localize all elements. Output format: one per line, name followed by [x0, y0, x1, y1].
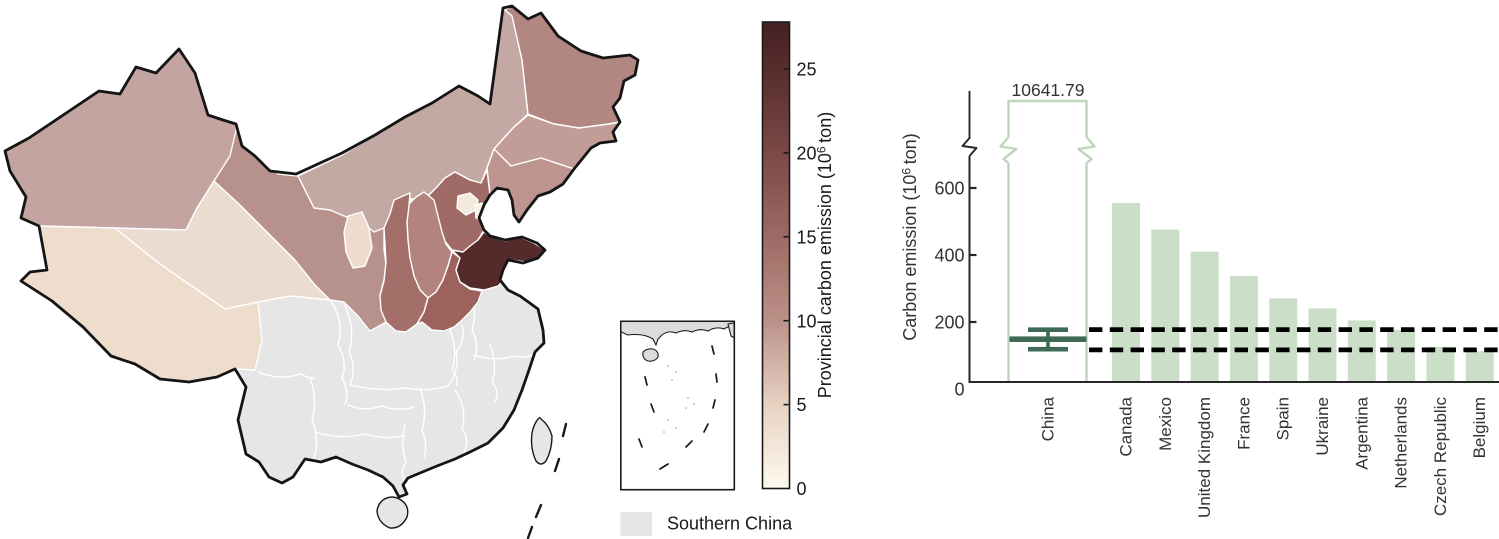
svg-text:China: China — [1039, 396, 1058, 441]
svg-text:10641.79: 10641.79 — [1012, 80, 1085, 100]
svg-text:0: 0 — [797, 479, 807, 499]
svg-text:Netherlands: Netherlands — [1392, 397, 1411, 489]
svg-text:10: 10 — [797, 311, 817, 331]
svg-text:Southern China: Southern China — [667, 514, 793, 534]
svg-text:France: France — [1234, 397, 1253, 450]
svg-text:20: 20 — [797, 144, 817, 164]
svg-text:200: 200 — [934, 312, 964, 332]
svg-text:Canada: Canada — [1117, 396, 1136, 456]
svg-text:Czech Republic: Czech Republic — [1431, 397, 1450, 517]
svg-text:Argentina: Argentina — [1352, 396, 1371, 469]
svg-text:Provincial carbon emission (10: Provincial carbon emission (106 ton) — [815, 112, 836, 398]
svg-text:600: 600 — [934, 178, 964, 198]
svg-text:Carbon emission (106 ton): Carbon emission (106 ton) — [900, 133, 921, 340]
svg-text:0: 0 — [954, 379, 964, 399]
svg-text:United Kingdom: United Kingdom — [1195, 397, 1214, 518]
svg-text:25: 25 — [797, 60, 817, 80]
svg-text:Ukraine: Ukraine — [1313, 397, 1332, 456]
svg-text:400: 400 — [934, 245, 964, 265]
svg-text:5: 5 — [797, 395, 807, 415]
svg-text:Mexico: Mexico — [1156, 397, 1175, 451]
svg-text:15: 15 — [797, 227, 817, 247]
svg-text:Spain: Spain — [1274, 397, 1293, 440]
svg-text:Belgium: Belgium — [1470, 397, 1489, 458]
